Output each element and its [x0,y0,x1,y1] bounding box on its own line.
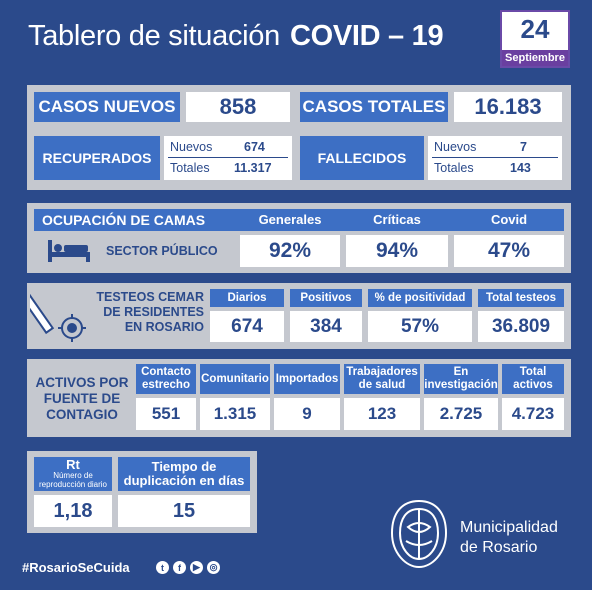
facebook-icon[interactable]: f [173,561,186,574]
test-tube-icon [30,293,86,342]
page-title: Tablero de situación COVID – 19 [28,20,444,52]
deceased-label: FALLECIDOS [300,136,424,180]
beds-col-covid: Covid [454,209,564,231]
date-day: 24 [520,14,550,44]
date-badge: 24 Septiembre [500,10,570,68]
municipality-name: Municipalidad de Rosario [460,519,558,556]
active-col-contacto: Contacto estrecho [136,364,196,394]
tests-col-total: Total testeos [478,289,564,307]
beds-value-covid: 47% [454,235,564,267]
rt-label: Rt [66,457,80,473]
date-month: Septiembre [502,50,568,66]
beds-value-generales: 92% [240,235,340,267]
active-label: ACTIVOS POR FUENTE DE CONTAGIO [35,375,129,422]
doubling-value: 15 [118,495,250,527]
tests-col-positividad: % de positividad [368,289,472,307]
rt-value: 1,18 [34,495,112,527]
bed-icon [48,240,90,262]
new-cases-label: CASOS NUEVOS [34,92,180,122]
active-value-total: 4.723 [502,398,564,430]
rt-header: Rt Número de reproducción diario [34,457,112,491]
beds-sector-label: SECTOR PÚBLICO [106,244,218,258]
active-value-trabajadores: 123 [344,398,420,430]
active-col-investigacion: En investigación [424,364,498,394]
hashtag: #RosarioSeCuida [22,560,130,575]
recovered-label: RECUPERADOS [34,136,160,180]
total-cases-value: 16.183 [454,92,562,122]
beds-value-criticas: 94% [346,235,448,267]
deceased-box: Nuevos 7 Totales 143 [428,136,562,180]
total-cases-label: CASOS TOTALES [300,92,448,122]
doubling-header: Tiempo de duplicación en días [118,457,250,491]
tests-label: TESTEOS CEMAR DE RESIDENTES EN ROSARIO [96,290,204,334]
municipal-seal-icon [390,499,448,569]
instagram-icon[interactable]: ◎ [207,561,220,574]
active-col-comunitario: Comunitario [200,364,270,394]
youtube-icon[interactable]: ▶ [190,561,203,574]
tests-col-positivos: Positivos [290,289,362,307]
active-value-contacto: 551 [136,398,196,430]
recovered-box: Nuevos 674 Totales 11.317 [164,136,292,180]
tests-col-diarios: Diarios [210,289,284,307]
active-col-trabajadores: Trabajadores de salud [344,364,420,394]
active-value-investigacion: 2.725 [424,398,498,430]
active-col-total: Total activos [502,364,564,394]
active-value-comunitario: 1.315 [200,398,270,430]
beds-title: OCUPACIÓN DE CAMAS [42,212,206,228]
tests-value-positivos: 384 [290,311,362,342]
tests-value-diarios: 674 [210,311,284,342]
beds-col-generales: Generales [240,209,340,231]
active-value-importados: 9 [274,398,340,430]
beds-col-criticas: Críticas [346,209,448,231]
rt-sublabel: Número de reproducción diario [38,471,108,490]
twitter-icon[interactable]: t [156,561,169,574]
active-col-importados: Importados [274,364,340,394]
tests-value-total: 36.809 [478,311,564,342]
tests-value-positividad: 57% [368,311,472,342]
new-cases-value: 858 [186,92,290,122]
